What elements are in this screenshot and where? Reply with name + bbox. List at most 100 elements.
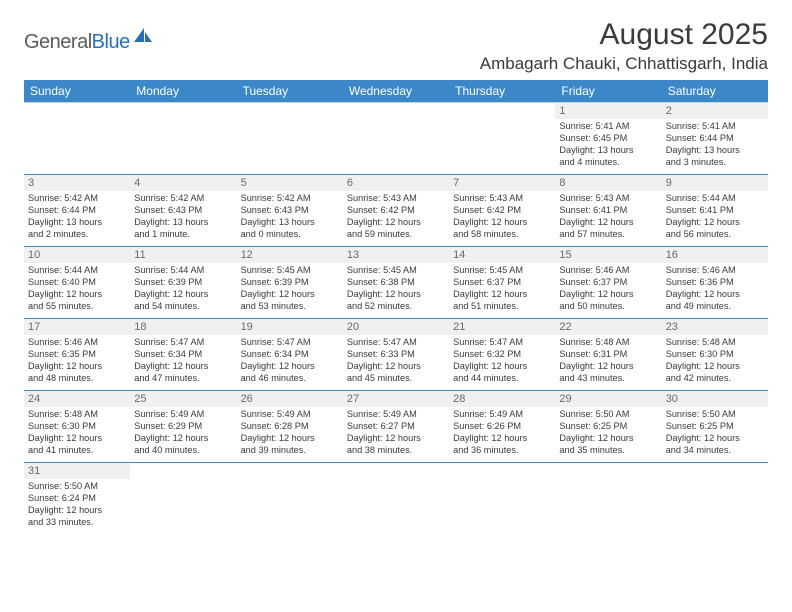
sunset-text: Sunset: 6:28 PM xyxy=(241,421,339,433)
daylight-text: and 44 minutes. xyxy=(453,373,551,385)
day-number: 3 xyxy=(24,175,130,191)
day-header: Sunday xyxy=(24,80,130,103)
sunrise-text: Sunrise: 5:47 AM xyxy=(347,337,445,349)
daylight-text: and 50 minutes. xyxy=(559,301,657,313)
daylight-text: Daylight: 12 hours xyxy=(666,433,764,445)
sunset-text: Sunset: 6:31 PM xyxy=(559,349,657,361)
sunrise-text: Sunrise: 5:47 AM xyxy=(453,337,551,349)
daylight-text: and 3 minutes. xyxy=(666,157,764,169)
daylight-text: Daylight: 12 hours xyxy=(666,361,764,373)
day-number: 10 xyxy=(24,247,130,263)
daylight-text: and 48 minutes. xyxy=(28,373,126,385)
calendar-week-row: 3Sunrise: 5:42 AMSunset: 6:44 PMDaylight… xyxy=(24,175,768,247)
sunset-text: Sunset: 6:39 PM xyxy=(134,277,232,289)
sunrise-text: Sunrise: 5:43 AM xyxy=(347,193,445,205)
sunrise-text: Sunrise: 5:49 AM xyxy=(347,409,445,421)
sunset-text: Sunset: 6:30 PM xyxy=(28,421,126,433)
day-header: Saturday xyxy=(662,80,768,103)
daylight-text: Daylight: 13 hours xyxy=(559,145,657,157)
day-header: Friday xyxy=(555,80,661,103)
daylight-text: and 49 minutes. xyxy=(666,301,764,313)
daylight-text: and 56 minutes. xyxy=(666,229,764,241)
daylight-text: and 59 minutes. xyxy=(347,229,445,241)
day-number: 19 xyxy=(237,319,343,335)
daylight-text: Daylight: 12 hours xyxy=(28,433,126,445)
daylight-text: and 1 minute. xyxy=(134,229,232,241)
daylight-text: Daylight: 12 hours xyxy=(347,217,445,229)
sunset-text: Sunset: 6:38 PM xyxy=(347,277,445,289)
day-number: 7 xyxy=(449,175,555,191)
sunset-text: Sunset: 6:43 PM xyxy=(134,205,232,217)
calendar-day-cell xyxy=(24,103,130,175)
day-number: 24 xyxy=(24,391,130,407)
brand-part1: General xyxy=(24,31,92,54)
daylight-text: and 39 minutes. xyxy=(241,445,339,457)
daylight-text: Daylight: 12 hours xyxy=(666,289,764,301)
daylight-text: and 54 minutes. xyxy=(134,301,232,313)
calendar-day-cell: 31Sunrise: 5:50 AMSunset: 6:24 PMDayligh… xyxy=(24,463,130,535)
sunset-text: Sunset: 6:43 PM xyxy=(241,205,339,217)
sunrise-text: Sunrise: 5:47 AM xyxy=(134,337,232,349)
sunrise-text: Sunrise: 5:47 AM xyxy=(241,337,339,349)
day-number: 9 xyxy=(662,175,768,191)
sunrise-text: Sunrise: 5:42 AM xyxy=(241,193,339,205)
calendar-day-cell: 29Sunrise: 5:50 AMSunset: 6:25 PMDayligh… xyxy=(555,391,661,463)
day-number: 27 xyxy=(343,391,449,407)
calendar-day-cell: 14Sunrise: 5:45 AMSunset: 6:37 PMDayligh… xyxy=(449,247,555,319)
day-number: 5 xyxy=(237,175,343,191)
day-number: 31 xyxy=(24,463,130,479)
sunrise-text: Sunrise: 5:48 AM xyxy=(28,409,126,421)
day-number: 28 xyxy=(449,391,555,407)
calendar-day-cell: 7Sunrise: 5:43 AMSunset: 6:42 PMDaylight… xyxy=(449,175,555,247)
brand-logo: GeneralBlue xyxy=(24,18,154,58)
day-number: 4 xyxy=(130,175,236,191)
sunrise-text: Sunrise: 5:46 AM xyxy=(666,265,764,277)
calendar-day-cell: 28Sunrise: 5:49 AMSunset: 6:26 PMDayligh… xyxy=(449,391,555,463)
calendar-day-cell: 20Sunrise: 5:47 AMSunset: 6:33 PMDayligh… xyxy=(343,319,449,391)
sunset-text: Sunset: 6:25 PM xyxy=(666,421,764,433)
calendar-day-cell xyxy=(555,463,661,535)
calendar-day-cell: 25Sunrise: 5:49 AMSunset: 6:29 PMDayligh… xyxy=(130,391,236,463)
day-number: 1 xyxy=(555,103,661,119)
calendar-day-cell: 4Sunrise: 5:42 AMSunset: 6:43 PMDaylight… xyxy=(130,175,236,247)
sunrise-text: Sunrise: 5:50 AM xyxy=(28,481,126,493)
daylight-text: Daylight: 13 hours xyxy=(241,217,339,229)
calendar-day-cell: 30Sunrise: 5:50 AMSunset: 6:25 PMDayligh… xyxy=(662,391,768,463)
sunrise-text: Sunrise: 5:46 AM xyxy=(559,265,657,277)
daylight-text: Daylight: 12 hours xyxy=(28,289,126,301)
calendar-day-cell: 10Sunrise: 5:44 AMSunset: 6:40 PMDayligh… xyxy=(24,247,130,319)
sunset-text: Sunset: 6:35 PM xyxy=(28,349,126,361)
daylight-text: Daylight: 12 hours xyxy=(347,361,445,373)
calendar-day-cell: 18Sunrise: 5:47 AMSunset: 6:34 PMDayligh… xyxy=(130,319,236,391)
calendar-day-cell: 26Sunrise: 5:49 AMSunset: 6:28 PMDayligh… xyxy=(237,391,343,463)
calendar-day-cell: 16Sunrise: 5:46 AMSunset: 6:36 PMDayligh… xyxy=(662,247,768,319)
day-number: 29 xyxy=(555,391,661,407)
sunset-text: Sunset: 6:39 PM xyxy=(241,277,339,289)
sunset-text: Sunset: 6:26 PM xyxy=(453,421,551,433)
day-number: 14 xyxy=(449,247,555,263)
calendar-day-cell: 5 Sunrise: 5:42 AMSunset: 6:43 PMDaylight… xyxy=(237,175,343,247)
day-number: 17 xyxy=(24,319,130,335)
sunrise-text: Sunrise: 5:44 AM xyxy=(28,265,126,277)
daylight-text: Daylight: 13 hours xyxy=(28,217,126,229)
day-number: 20 xyxy=(343,319,449,335)
daylight-text: Daylight: 12 hours xyxy=(241,433,339,445)
daylight-text: Daylight: 12 hours xyxy=(453,433,551,445)
day-number: 15 xyxy=(555,247,661,263)
calendar-day-cell: 1Sunrise: 5:41 AMSunset: 6:45 PMDaylight… xyxy=(555,103,661,175)
daylight-text: Daylight: 12 hours xyxy=(559,289,657,301)
daylight-text: and 35 minutes. xyxy=(559,445,657,457)
daylight-text: Daylight: 12 hours xyxy=(241,361,339,373)
sunrise-text: Sunrise: 5:45 AM xyxy=(241,265,339,277)
day-header-row: Sunday Monday Tuesday Wednesday Thursday… xyxy=(24,80,768,103)
daylight-text: and 46 minutes. xyxy=(241,373,339,385)
calendar-day-cell: 11Sunrise: 5:44 AMSunset: 6:39 PMDayligh… xyxy=(130,247,236,319)
calendar-day-cell xyxy=(237,463,343,535)
calendar-day-cell: 6Sunrise: 5:43 AMSunset: 6:42 PMDaylight… xyxy=(343,175,449,247)
calendar-day-cell: 17Sunrise: 5:46 AMSunset: 6:35 PMDayligh… xyxy=(24,319,130,391)
calendar-week-row: 31Sunrise: 5:50 AMSunset: 6:24 PMDayligh… xyxy=(24,463,768,535)
calendar-day-cell: 13Sunrise: 5:45 AMSunset: 6:38 PMDayligh… xyxy=(343,247,449,319)
sunset-text: Sunset: 6:34 PM xyxy=(134,349,232,361)
day-number: 18 xyxy=(130,319,236,335)
day-header: Wednesday xyxy=(343,80,449,103)
